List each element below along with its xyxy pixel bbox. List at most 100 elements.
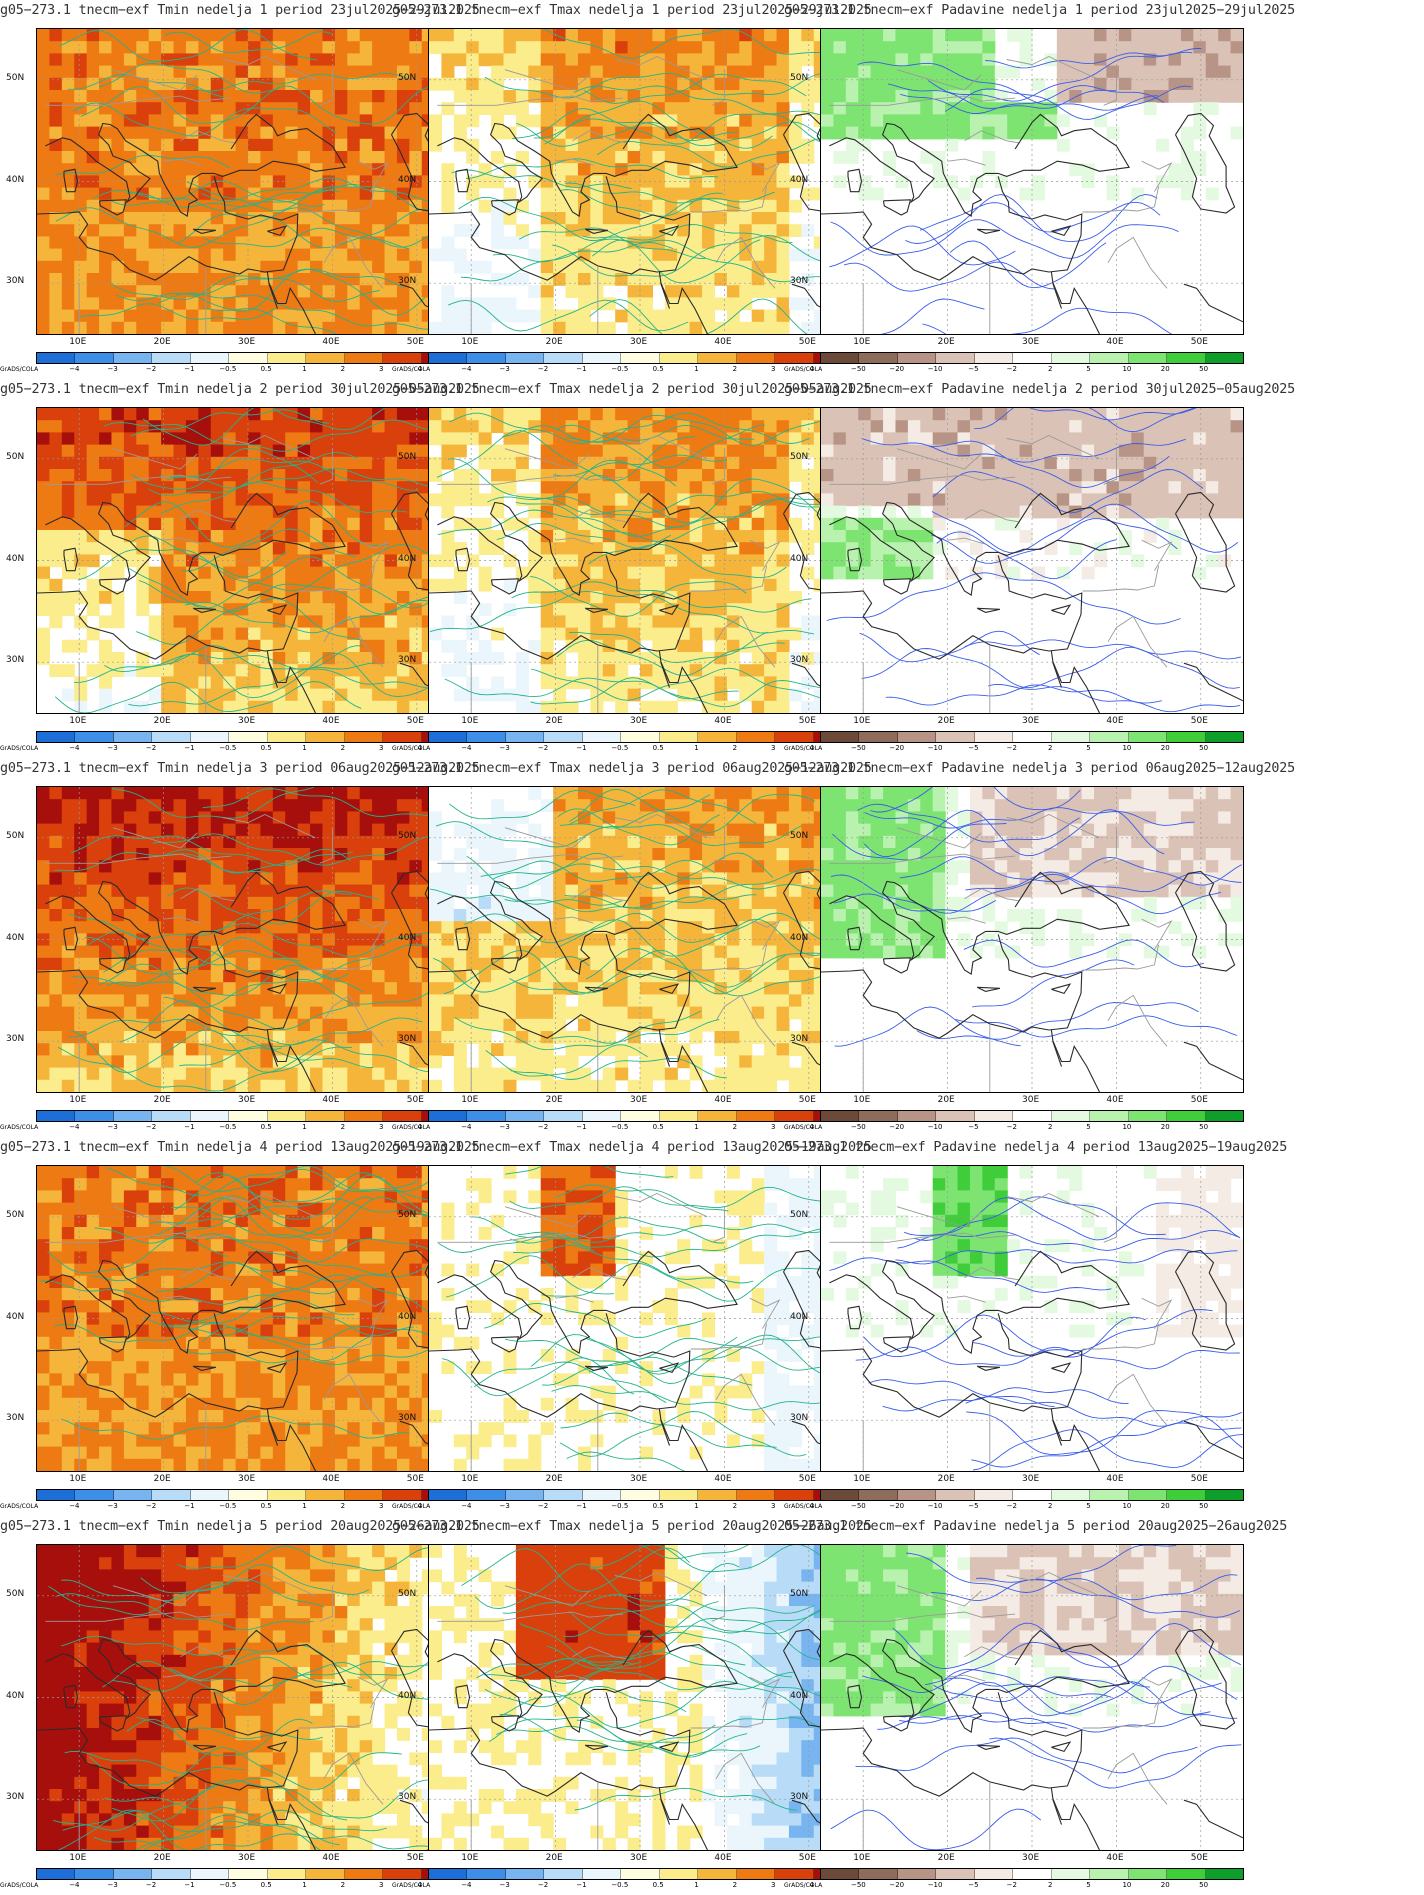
anomaly-cell [1056,65,1070,79]
anomaly-cell [409,432,423,446]
anomaly-cell [764,248,778,262]
map-area [36,28,460,335]
anomaly-cell [577,199,591,213]
anomaly-cell [396,77,410,91]
anomaly-cell [664,627,678,641]
anomaly-cell [801,469,815,482]
anomaly-cell [640,481,654,494]
anomaly-cell [210,138,224,152]
anomaly-cell [210,224,224,237]
anomaly-cell [148,627,162,641]
anomaly-cell [248,163,262,176]
anomaly-cell [751,90,765,103]
anomaly-cell [285,578,299,592]
anomaly-cell [776,615,790,629]
anomaly-cell [74,90,88,103]
colorbar-tick-label: 0.5 [260,365,272,373]
anomaly-cell [223,65,237,79]
country-border [829,474,1016,485]
anomaly-cell [272,994,286,1008]
anomaly-cell [640,285,654,298]
anomaly-cell [198,933,212,947]
colorbar-segment [505,353,545,363]
anomaly-cell [565,151,579,164]
anomaly-cell [61,884,75,898]
anomaly-cell [161,896,175,910]
colorbar-tick-label: −20 [889,744,905,752]
anomaly-cell [565,481,579,494]
anomaly-cell [776,248,790,262]
anomaly-cell [86,126,100,140]
anomaly-cell [123,29,137,42]
country-border [614,435,708,460]
anomaly-cell [858,554,872,568]
anomaly-cell [49,41,63,54]
anomaly-cell [86,309,100,323]
anomaly-cell [37,408,51,421]
anomaly-cell [702,65,716,79]
anomaly-cell [788,688,802,702]
anomaly-cell [198,41,212,54]
anomaly-cell [776,236,790,250]
anomaly-cell [285,530,299,543]
anomaly-cell [764,456,778,470]
colorbar-segment [698,732,737,742]
anomaly-cell [565,163,579,176]
coastline [98,578,128,595]
anomaly-cell [540,138,554,152]
anomaly-cell [1156,505,1170,519]
anomaly-cell [359,29,373,42]
anomaly-cell [359,321,373,334]
anomaly-cell [396,444,410,458]
anomaly-cell [148,469,162,482]
anomaly-cell [664,505,678,519]
anomaly-cell [883,163,897,176]
anomaly-cell [359,90,373,103]
anomaly-cell [347,309,361,323]
contour-line [193,72,410,92]
country-border [964,509,1020,523]
anomaly-cell [37,1055,51,1069]
anomaly-cell [396,872,410,886]
anomaly-cell [1143,41,1157,54]
anomaly-cell [248,41,262,54]
coastline [98,199,128,216]
anomaly-cell [37,420,51,433]
anomaly-cell [478,652,492,665]
anomaly-cell [173,823,187,837]
anomaly-cell [173,566,187,580]
anomaly-cell [86,848,100,861]
anomaly-cell [359,53,373,67]
anomaly-cell [677,420,691,433]
anomaly-cell [384,163,398,176]
anomaly-cell [148,566,162,580]
anomaly-cell [260,872,274,886]
anomaly-cell [248,627,262,641]
anomaly-cell [384,432,398,446]
anomaly-cell [347,945,361,959]
anomaly-cell [1044,469,1058,482]
anomaly-cell [932,65,946,79]
colorbar-tick-label: 0.5 [652,744,664,752]
anomaly-cell [764,65,778,79]
anomaly-cell [478,309,492,323]
anomaly-cell [491,53,505,67]
anomaly-cell [74,530,88,543]
anomaly-cell [726,151,740,164]
anomaly-cell [148,151,162,164]
anomaly-cell [1118,444,1132,458]
anomaly-cell [640,41,654,54]
anomaly-cell [726,652,740,665]
anomaly-cell [297,260,311,274]
anomaly-cell [1007,517,1021,531]
anomaly-cell [99,994,113,1008]
anomaly-cell [1069,41,1083,54]
anomaly-cell [652,469,666,482]
anomaly-cell [74,909,88,922]
anomaly-cell [123,420,137,433]
country-border [947,537,986,545]
anomaly-cell [577,627,591,641]
anomaly-cell [334,248,348,262]
anomaly-cell [969,114,983,128]
anomaly-cell [74,896,88,910]
